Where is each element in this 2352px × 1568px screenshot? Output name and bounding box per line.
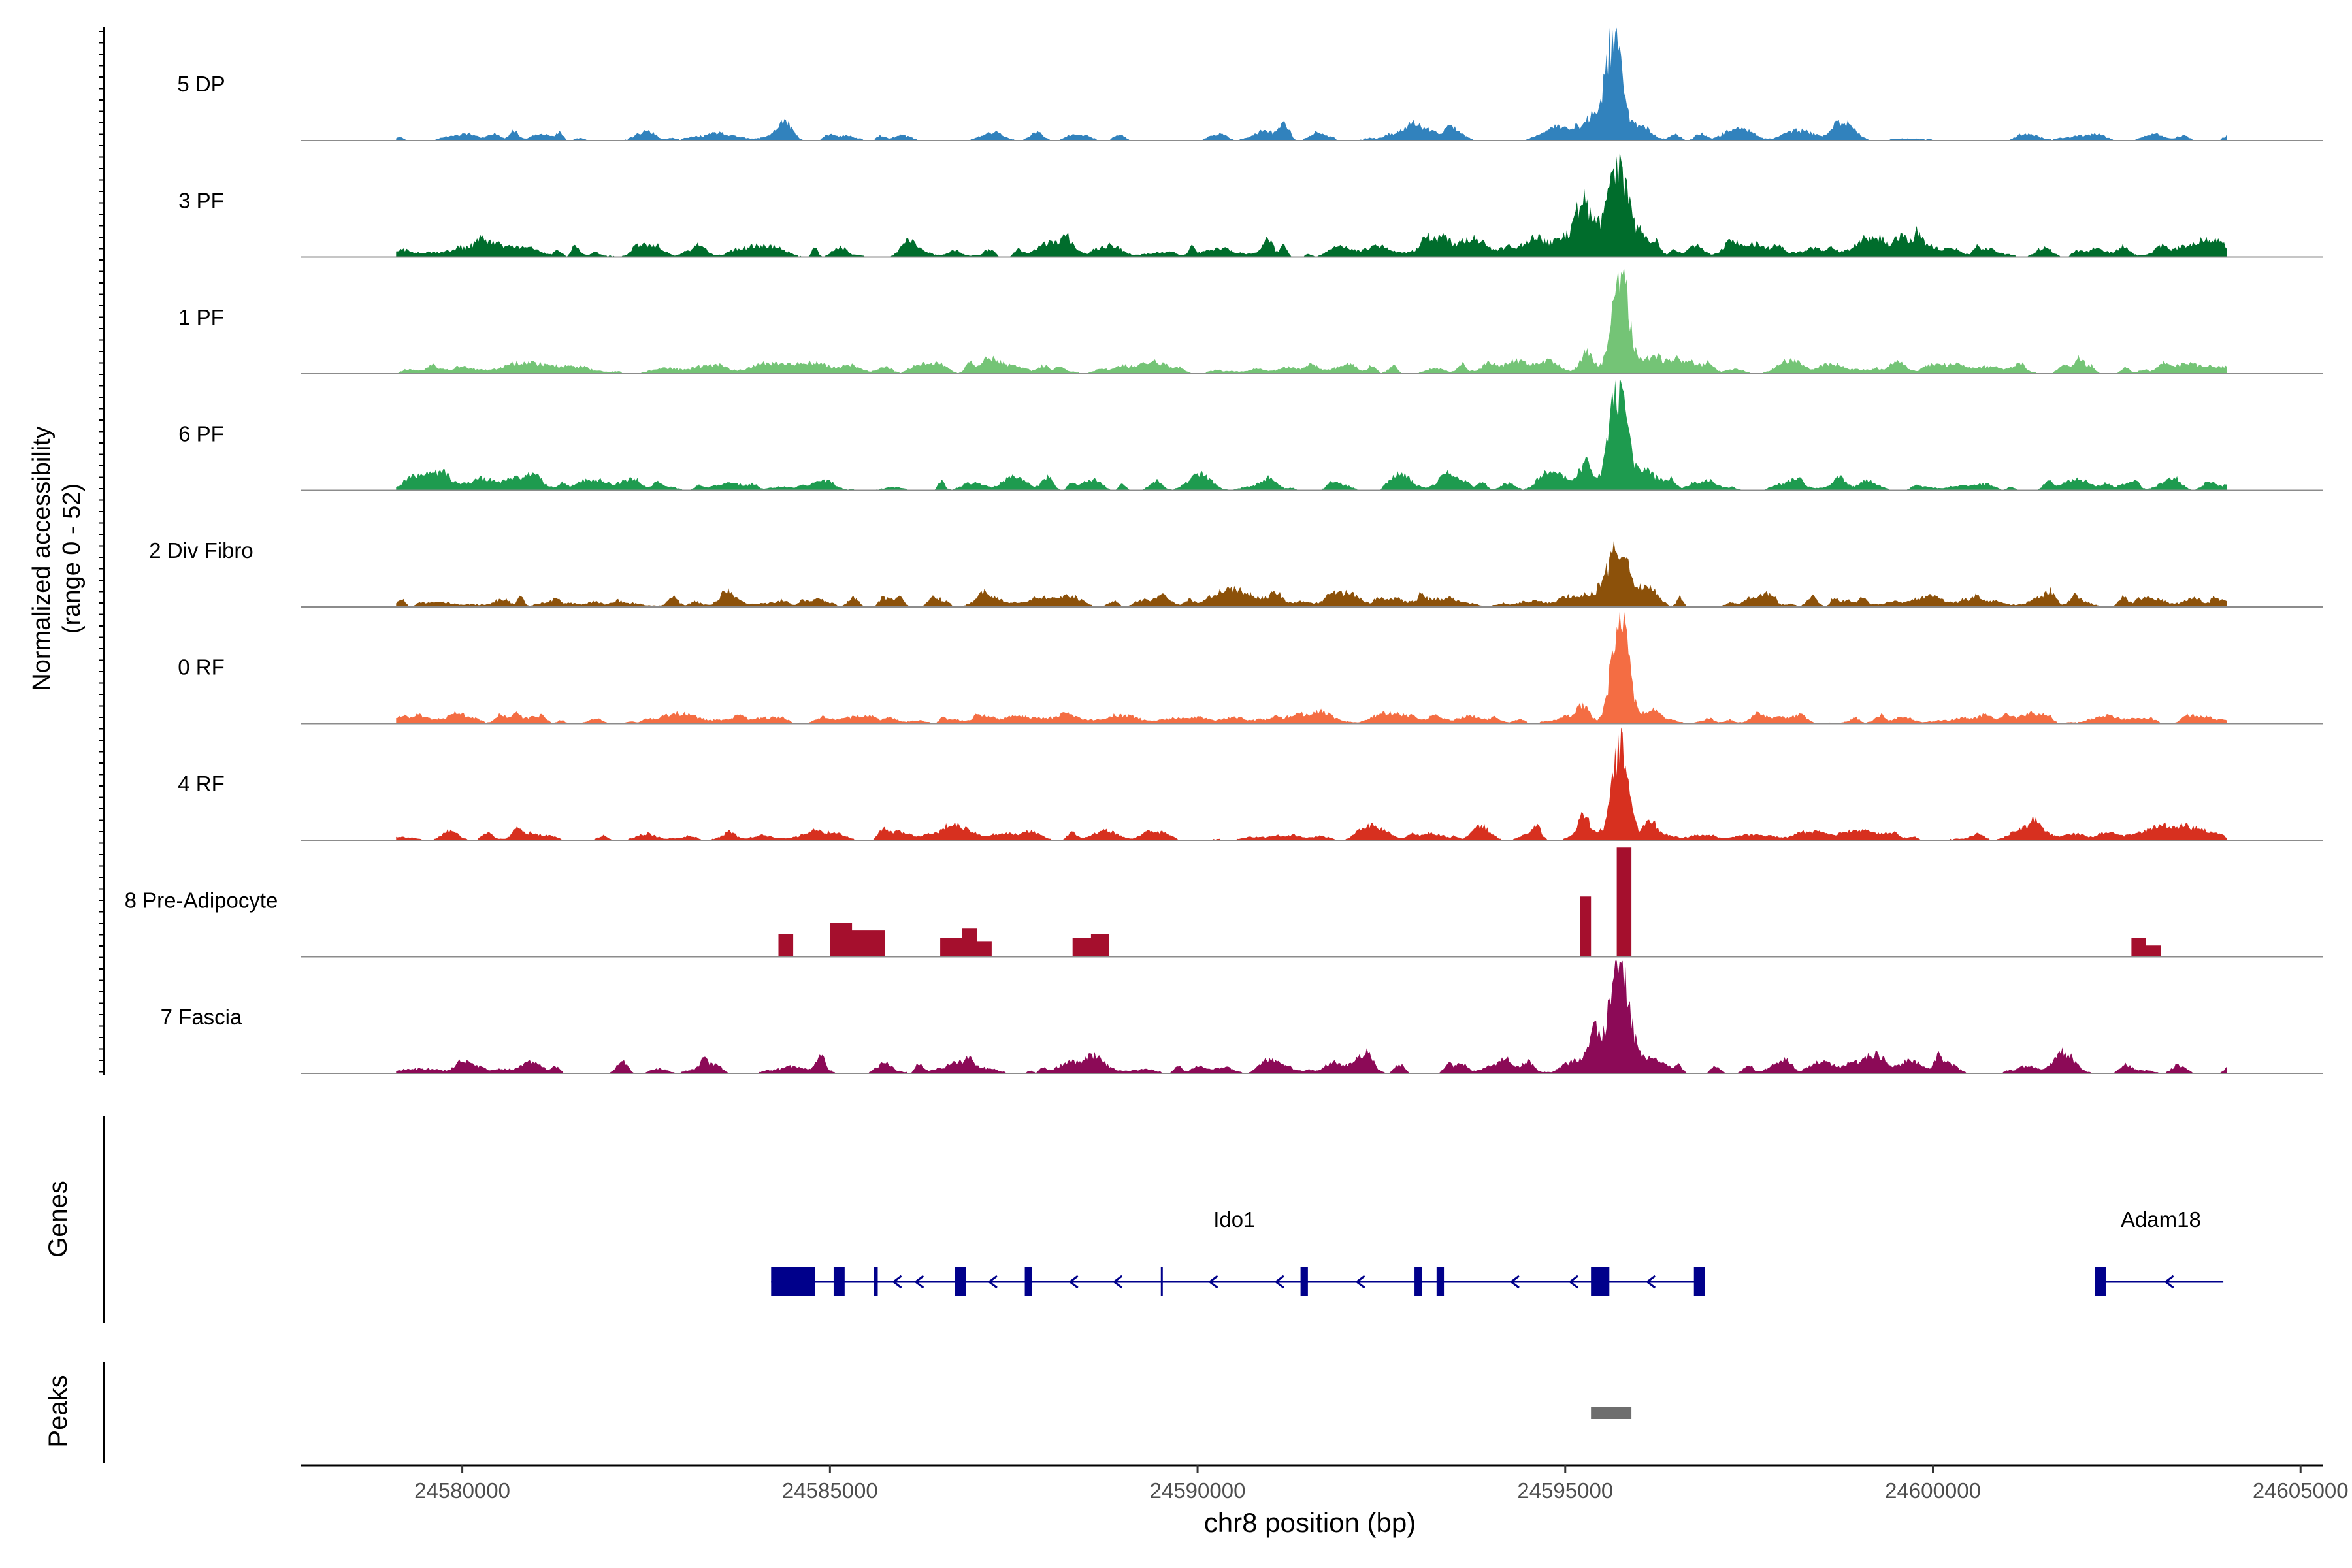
track-label: 8 Pre-Adipocyte: [125, 889, 278, 913]
track-3-pf: 3 PF: [178, 151, 2323, 258]
gene-adam18: Adam18: [2095, 1207, 2224, 1296]
genes-track-label: Genes: [44, 1181, 73, 1258]
peaks-track-label: Peaks: [44, 1375, 73, 1447]
gene-exon: [955, 1267, 966, 1296]
x-tick-label: 24585000: [782, 1478, 878, 1503]
strand-arrow: [1068, 1275, 1079, 1289]
track-0-rf: 0 RF: [178, 611, 2323, 725]
track-8-pre-adipocyte: 8 Pre-Adipocyte: [125, 847, 2323, 958]
peaks-track: [1591, 1407, 1632, 1419]
x-tick-label: 24590000: [1150, 1478, 1246, 1503]
gene-exon: [1160, 1267, 1163, 1296]
y-axis-title-line2: (range 0 - 52): [58, 483, 86, 634]
strand-arrow: [892, 1275, 902, 1289]
track-label: 0 RF: [178, 655, 225, 679]
gene-exon: [2095, 1267, 2106, 1296]
track-label: 1 PF: [178, 305, 224, 329]
track-4-rf: 4 RF: [178, 727, 2323, 841]
strand-arrow: [1645, 1275, 1656, 1289]
coverage-area: [396, 151, 2227, 257]
strand-arrow: [1274, 1275, 1284, 1289]
coverage-area: [396, 540, 2227, 607]
track-label: 6 PF: [178, 422, 224, 446]
genes-track: Ido1 Adam18: [771, 1207, 2224, 1296]
strand-arrow: [1355, 1275, 1365, 1289]
peak-region: [1591, 1407, 1632, 1419]
track-label: 3 PF: [178, 189, 224, 213]
coverage-tracks: 5 DP 3 PF 1 PF 6 PF 2 Div Fibro 0 RF 4 RF 8 Pre…: [125, 27, 2323, 1074]
gene-exon: [771, 1267, 815, 1296]
track-2-div-fibro: 2 Div Fibro: [149, 538, 2323, 608]
x-tick-label: 24580000: [414, 1478, 510, 1503]
gene-exon: [1591, 1267, 1610, 1296]
x-axis-title: chr8 position (bp): [1204, 1507, 1416, 1538]
x-axis: 24580000 24585000 24590000 24595000 24600000…: [99, 27, 2349, 1503]
x-tick-label: 24600000: [1885, 1478, 1981, 1503]
track-label: 2 Div Fibro: [149, 538, 253, 563]
gene-exon: [1300, 1267, 1308, 1296]
track-label: 4 RF: [178, 772, 225, 796]
gene-name: Adam18: [2121, 1207, 2201, 1232]
gene-name: Ido1: [1213, 1207, 1255, 1232]
y-axis-title-line1: Normalized accessibility: [28, 426, 56, 691]
strand-arrow: [1509, 1275, 1520, 1289]
coverage-area: [778, 847, 2161, 957]
coverage-area: [396, 727, 2227, 840]
gene-ido1: Ido1: [771, 1207, 1705, 1296]
x-tick-label: 24605000: [2253, 1478, 2349, 1503]
track-1-pf: 1 PF: [178, 267, 2323, 374]
strand-arrow: [1112, 1275, 1123, 1289]
strand-arrow: [987, 1275, 998, 1289]
gene-exon: [874, 1267, 878, 1296]
track-6-pf: 6 PF: [178, 378, 2323, 491]
x-tick-label: 24595000: [1517, 1478, 1613, 1503]
track-7-fascia: 7 Fascia: [161, 960, 2323, 1074]
track-label: 7 Fascia: [161, 1005, 242, 1029]
track-5-dp: 5 DP: [177, 27, 2323, 141]
gene-exon: [1693, 1267, 1705, 1296]
strand-arrow: [2164, 1275, 2174, 1289]
coverage-area: [396, 378, 2227, 491]
gene-exon: [1414, 1267, 1422, 1296]
coverage-area: [396, 960, 2227, 1073]
strand-arrow: [1208, 1275, 1218, 1289]
coverage-area: [396, 27, 2227, 140]
track-label: 5 DP: [177, 72, 225, 96]
gene-exon: [833, 1267, 845, 1296]
gene-exon: [1436, 1267, 1445, 1296]
coverage-area: [396, 267, 2227, 374]
strand-arrow: [1568, 1275, 1578, 1289]
gene-exon: [1024, 1267, 1032, 1296]
coverage-area: [396, 611, 2227, 724]
strand-arrow: [913, 1275, 924, 1289]
